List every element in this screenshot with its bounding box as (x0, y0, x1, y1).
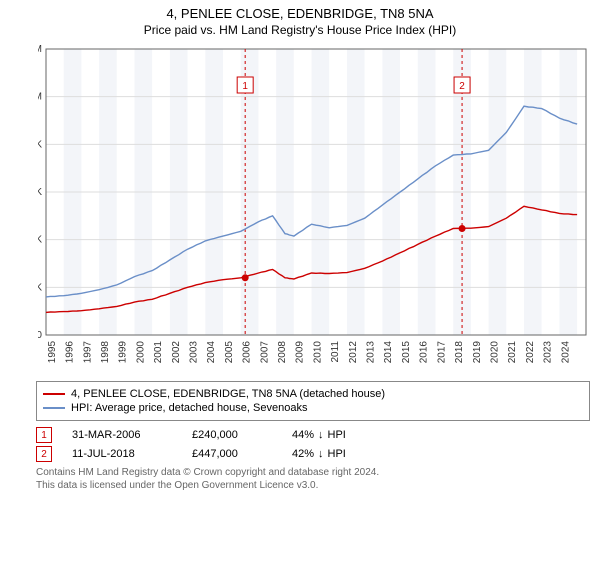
marker-pct: 42%↓HPI (292, 448, 392, 460)
marker-date: 11-JUL-2018 (72, 448, 172, 460)
legend-label: 4, PENLEE CLOSE, EDENBRIDGE, TN8 5NA (de… (71, 388, 385, 400)
svg-text:2013: 2013 (366, 341, 377, 364)
svg-text:2002: 2002 (171, 341, 182, 364)
legend-swatch (43, 393, 65, 395)
down-arrow-icon: ↓ (318, 448, 324, 460)
svg-text:2010: 2010 (312, 341, 323, 364)
line-chart-svg: £0 £200K £400K £600K £800K £1M £1.2M 1995 1996 19… (38, 43, 598, 373)
svg-text:2020: 2020 (489, 341, 500, 364)
down-arrow-icon: ↓ (318, 429, 324, 441)
marker-price: £240,000 (192, 429, 272, 441)
svg-text:2008: 2008 (277, 341, 288, 364)
svg-text:2012: 2012 (348, 341, 359, 364)
svg-text:1: 1 (242, 81, 248, 92)
svg-text:2016: 2016 (419, 341, 430, 364)
footer-attribution: Contains HM Land Registry data © Crown c… (36, 466, 590, 492)
svg-text:2009: 2009 (295, 341, 306, 364)
marker-price: £447,000 (192, 448, 272, 460)
legend-swatch (43, 407, 65, 409)
svg-text:£800K: £800K (38, 139, 42, 150)
marker-row: 2 11-JUL-2018 £447,000 42%↓HPI (36, 446, 590, 462)
svg-text:£1.2M: £1.2M (38, 44, 42, 55)
svg-text:2006: 2006 (242, 341, 253, 364)
marker-table: 1 31-MAR-2006 £240,000 44%↓HPI 2 11-JUL-2018 £… (36, 427, 590, 462)
svg-text:2001: 2001 (153, 341, 164, 364)
svg-text:£200K: £200K (38, 282, 42, 293)
svg-text:1999: 1999 (118, 341, 129, 364)
svg-text:2018: 2018 (454, 341, 465, 364)
chart-area: £0 £200K £400K £600K £800K £1M £1.2M 1995 1996 19… (38, 43, 598, 373)
marker-id-box: 1 (36, 427, 52, 443)
legend-item: 4, PENLEE CLOSE, EDENBRIDGE, TN8 5NA (de… (43, 388, 583, 400)
chart-container: 4, PENLEE CLOSE, EDENBRIDGE, TN8 5NA Pri… (0, 6, 600, 566)
svg-text:2022: 2022 (525, 341, 536, 364)
legend-item: HPI: Average price, detached house, Seve… (43, 402, 583, 414)
legend: 4, PENLEE CLOSE, EDENBRIDGE, TN8 5NA (de… (36, 381, 590, 421)
svg-text:1997: 1997 (82, 341, 93, 364)
svg-text:2019: 2019 (472, 341, 483, 364)
chart-title: 4, PENLEE CLOSE, EDENBRIDGE, TN8 5NA (0, 6, 600, 21)
svg-text:1998: 1998 (100, 341, 111, 364)
legend-label: HPI: Average price, detached house, Seve… (71, 402, 307, 414)
svg-text:£400K: £400K (38, 235, 42, 246)
svg-text:2015: 2015 (401, 341, 412, 364)
footer-line2: This data is licensed under the Open Gov… (36, 479, 590, 492)
chart-subtitle: Price paid vs. HM Land Registry's House … (0, 23, 600, 37)
svg-text:2005: 2005 (224, 341, 235, 364)
svg-text:2014: 2014 (383, 341, 394, 364)
svg-text:£0: £0 (38, 330, 42, 341)
svg-text:2007: 2007 (259, 341, 270, 364)
svg-text:1996: 1996 (65, 341, 76, 364)
marker-row: 1 31-MAR-2006 £240,000 44%↓HPI (36, 427, 590, 443)
svg-text:2023: 2023 (543, 341, 554, 364)
svg-text:2003: 2003 (188, 341, 199, 364)
svg-text:2021: 2021 (507, 341, 518, 364)
svg-text:£600K: £600K (38, 187, 42, 198)
marker-pct: 44%↓HPI (292, 429, 392, 441)
svg-text:1995: 1995 (47, 341, 58, 364)
svg-text:2004: 2004 (206, 341, 217, 364)
svg-text:2000: 2000 (135, 341, 146, 364)
svg-text:£1M: £1M (38, 92, 42, 103)
svg-text:2: 2 (459, 81, 465, 92)
footer-line1: Contains HM Land Registry data © Crown c… (36, 466, 590, 479)
marker-date: 31-MAR-2006 (72, 429, 172, 441)
svg-text:2011: 2011 (330, 341, 341, 363)
svg-text:2017: 2017 (436, 341, 447, 364)
marker-id-box: 2 (36, 446, 52, 462)
svg-text:2024: 2024 (560, 341, 571, 364)
